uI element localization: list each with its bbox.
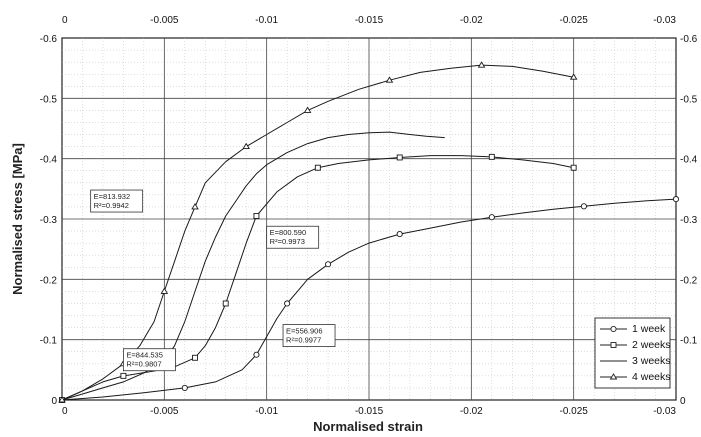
tick-labels: 00-0.005-0.005-0.01-0.01-0.015-0.015-0.0… xyxy=(40,15,698,417)
legend-box xyxy=(594,317,671,389)
y-tick-label-right: -0.2 xyxy=(680,275,698,286)
x-axis-title: Normalised strain xyxy=(313,419,423,434)
annotation-modulus: E=800.590 xyxy=(270,228,307,237)
series-4-point xyxy=(191,203,199,210)
series-1-point xyxy=(325,261,332,268)
annotation-r2: R²=0.9807 xyxy=(126,360,161,369)
annotation-r2: R²=0.9977 xyxy=(286,336,321,345)
y-tick-label-right: 0 xyxy=(680,396,686,407)
y-tick-label-left: -0.2 xyxy=(40,275,58,286)
x-tick-label-top: -0.01 xyxy=(255,15,278,26)
series-1-point xyxy=(488,214,495,221)
x-tick-label-bottom: -0.01 xyxy=(255,406,278,417)
series-4-point xyxy=(477,61,486,68)
series-2-point xyxy=(120,372,127,379)
legend-marker-square-icon xyxy=(610,342,617,348)
series-2-point xyxy=(192,354,198,361)
annotation-box xyxy=(123,348,176,372)
annotation-modulus: E=844.535 xyxy=(126,351,162,360)
series-1-point xyxy=(181,384,188,391)
series-4-point xyxy=(569,73,578,80)
y-tick-label-left: 0 xyxy=(51,396,57,407)
annotation-box xyxy=(266,225,320,249)
series-2-point xyxy=(222,300,229,307)
series-2-point xyxy=(253,213,260,219)
series-line-3 xyxy=(61,131,445,401)
x-tick-label-top: -0.015 xyxy=(355,15,384,26)
x-tick-label-bottom: -0.015 xyxy=(355,406,384,417)
x-tick-label-bottom: 0 xyxy=(62,406,68,417)
series-4-point xyxy=(385,76,394,83)
x-tick-label-bottom: -0.03 xyxy=(653,406,676,417)
series-1-point xyxy=(253,351,260,358)
annotation-box xyxy=(282,324,336,347)
legend-marker-triangle-icon xyxy=(609,373,618,380)
legend: 1 week 2 weeks 3 weeks 4 weeks xyxy=(594,317,671,389)
x-tick-label-top: -0.03 xyxy=(653,15,676,26)
y-tick-label-left: -0.6 xyxy=(40,34,58,45)
x-tick-label-top: 0 xyxy=(62,15,68,26)
annotation-r2: R²=0.9973 xyxy=(270,237,305,246)
legend-label-1: 1 week xyxy=(632,323,666,335)
legend-label-2: 2 weeks xyxy=(632,339,671,351)
series-1-point xyxy=(672,196,680,203)
x-tick-label-top: -0.005 xyxy=(150,15,179,26)
series-lines xyxy=(58,61,680,404)
series-4-point xyxy=(58,396,66,403)
series-2-point xyxy=(314,164,321,171)
series-4-point xyxy=(303,106,312,113)
legend-marker-circle-icon xyxy=(610,325,617,333)
x-tick-label-bottom: -0.005 xyxy=(150,406,179,417)
x-tick-label-bottom: -0.02 xyxy=(460,406,483,417)
y-tick-label-left: -0.3 xyxy=(40,215,58,226)
series-4-point xyxy=(242,142,250,150)
annotation-modulus: E=813.932 xyxy=(94,192,131,201)
series-2-point xyxy=(570,164,577,171)
series-1-point xyxy=(284,300,291,307)
annotation-r2: R²=0.9942 xyxy=(94,201,129,210)
x-tick-label-top: -0.025 xyxy=(559,15,588,26)
series-2-point xyxy=(488,153,495,160)
y-axis-title: Normalised stress [MPa] xyxy=(10,143,25,295)
y-tick-label-right: -0.4 xyxy=(680,155,698,166)
y-tick-label-left: -0.4 xyxy=(40,155,58,166)
series-2-point xyxy=(396,154,403,161)
y-tick-label-left: -0.5 xyxy=(40,94,58,105)
annotation-modulus: E=556.906 xyxy=(286,327,323,336)
series-4-point xyxy=(160,287,169,294)
y-tick-label-left: -0.1 xyxy=(40,336,58,347)
x-tick-label-top: -0.02 xyxy=(460,15,483,26)
y-tick-label-right: -0.6 xyxy=(680,34,698,45)
x-tick-label-bottom: -0.025 xyxy=(559,406,588,417)
y-tick-label-right: -0.3 xyxy=(680,215,698,226)
legend-label-3: 3 weeks xyxy=(632,355,671,367)
series-1-point xyxy=(580,203,587,210)
annotation-box xyxy=(90,189,144,213)
y-tick-label-right: -0.5 xyxy=(680,94,698,105)
legend-label-4: 4 weeks xyxy=(632,371,671,383)
y-tick-label-right: -0.1 xyxy=(680,336,698,347)
series-1-point xyxy=(396,231,403,238)
